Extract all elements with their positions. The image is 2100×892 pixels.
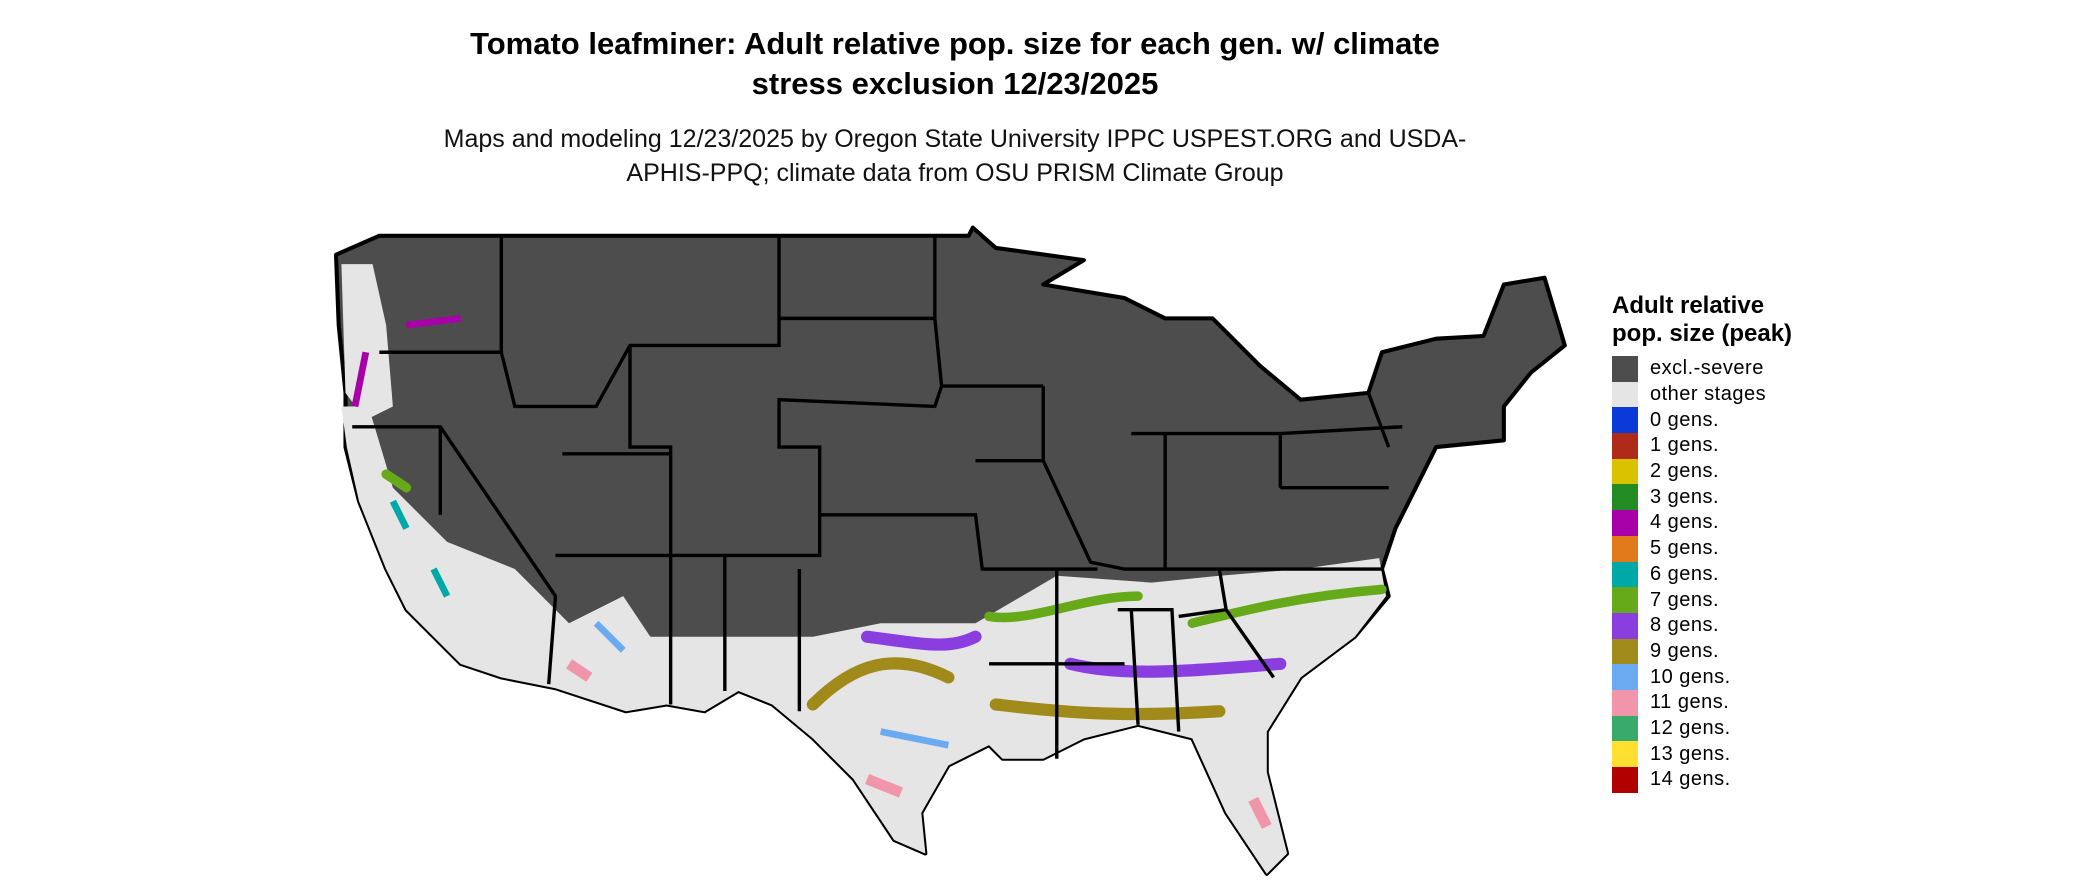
gen-band-6: [389, 499, 451, 598]
legend-label: 1 gens.: [1650, 434, 1720, 457]
legend-item: 5 gens.: [1612, 535, 1872, 562]
legend-label: 10 gens.: [1650, 665, 1731, 688]
gen-band-11: [566, 659, 1272, 829]
legend-swatch: [1612, 689, 1638, 716]
legend-swatch: [1612, 587, 1638, 613]
legend-item: excl.-severe: [1612, 356, 1872, 382]
legend-label: 3 gens.: [1650, 485, 1720, 508]
legend-item: 0 gens.: [1612, 407, 1872, 434]
legend-label: other stages: [1650, 383, 1767, 406]
coast-strip: [341, 264, 393, 420]
legend-swatch: [1612, 433, 1638, 459]
legend-items: excl.-severe other stages 0 gens. 1 gens. 2 …: [1612, 356, 1872, 793]
state-lines: [352, 235, 1403, 759]
legend-swatch: [1612, 356, 1638, 382]
legend-label: 6 gens.: [1650, 562, 1720, 585]
legend-swatch: [1612, 510, 1638, 536]
legend-swatch: [1612, 484, 1638, 511]
legend-item: 4 gens.: [1612, 510, 1872, 536]
legend-label: 7 gens.: [1650, 588, 1720, 611]
legend-swatch: [1612, 612, 1638, 639]
legend-label: excl.-severe: [1650, 357, 1764, 380]
legend-item: 10 gens.: [1612, 664, 1872, 690]
legend-label: 5 gens.: [1650, 537, 1720, 560]
excluded-region: [333, 225, 1567, 876]
legend-swatch: [1612, 741, 1638, 767]
legend-label: 11 gens.: [1650, 691, 1730, 714]
legend-swatch: [1612, 381, 1638, 408]
legend-label: 4 gens.: [1650, 511, 1720, 534]
gen-band-8: [860, 630, 1287, 678]
title: Tomato leafminer: Adult relative pop. si…: [470, 26, 1440, 101]
legend-swatch: [1612, 715, 1638, 742]
gen-band-4: [351, 315, 462, 408]
legend-item: 7 gens.: [1612, 587, 1872, 613]
legend-swatch: [1612, 458, 1638, 485]
legend-swatch: [1612, 535, 1638, 562]
legend-label: 2 gens.: [1650, 460, 1720, 483]
gen-band-9: [806, 657, 1226, 721]
legend-item: 6 gens.: [1612, 561, 1872, 588]
legend-item: other stages: [1612, 381, 1872, 408]
legend-item: 1 gens.: [1612, 433, 1872, 459]
legend-label: 12 gens.: [1650, 716, 1731, 739]
gen-band-10: [593, 620, 950, 749]
legend-swatch: [1612, 767, 1638, 793]
legend-item: 11 gens.: [1612, 689, 1872, 716]
legend-item: 2 gens.: [1612, 458, 1872, 485]
legend-swatch: [1612, 638, 1638, 665]
gen-band-7: [381, 469, 1387, 628]
legend-swatch: [1612, 561, 1638, 588]
legend-label: 0 gens.: [1650, 408, 1720, 431]
legend-swatch: [1612, 664, 1638, 690]
legend-title: Adult relative pop. size (peak): [1612, 292, 1793, 347]
legend-item: 8 gens.: [1612, 612, 1872, 639]
legend-label: 8 gens.: [1650, 614, 1720, 637]
legend-item: 12 gens.: [1612, 715, 1872, 742]
subtitle: Maps and modeling 12/23/2025 by Oregon S…: [443, 125, 1467, 187]
legend-label: 9 gens.: [1650, 639, 1720, 662]
legend-label: 13 gens.: [1650, 742, 1731, 765]
legend-label: 14 gens.: [1650, 768, 1731, 791]
legend-item: 13 gens.: [1612, 741, 1872, 767]
legend-item: 3 gens.: [1612, 484, 1872, 511]
legend-item: 14 gens.: [1612, 767, 1872, 793]
legend-item: 9 gens.: [1612, 638, 1872, 665]
legend: Adult relative pop. size (peak) excl.-se…: [1612, 292, 1872, 793]
legend-swatch: [1612, 407, 1638, 434]
